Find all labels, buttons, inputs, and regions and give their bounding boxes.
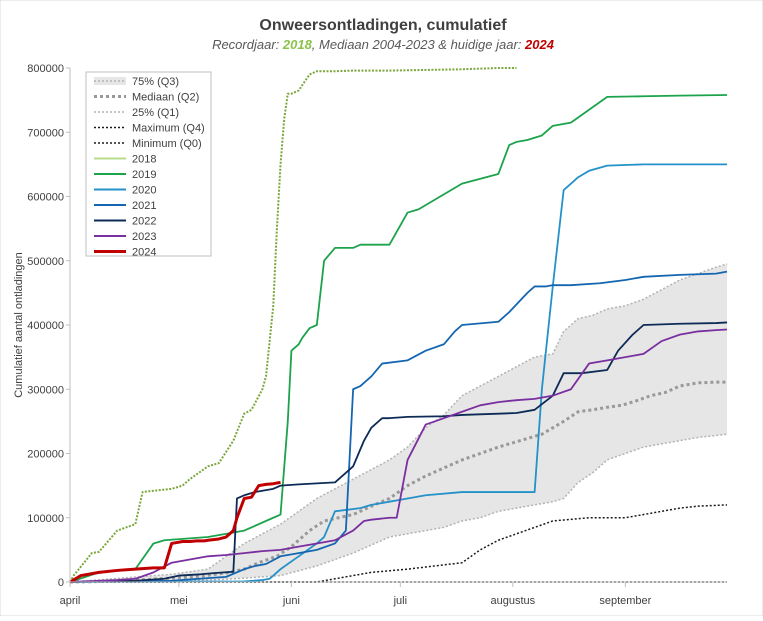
y-tick-label: 500000 — [27, 256, 64, 268]
legend-label: Mediaan (Q2) — [132, 92, 199, 104]
series-line-q1 — [69, 433, 728, 583]
legend-item-75-q3: 75% (Q3) — [94, 76, 179, 88]
series-line-mediaan-q2 — [69, 380, 727, 584]
y-tick-label: 100000 — [27, 513, 64, 525]
legend-label: 2021 — [132, 200, 156, 212]
y-tick-label: 300000 — [27, 384, 64, 396]
x-tick-label: juli — [393, 595, 407, 607]
legend-item-maximum-q4: Maximum (Q4) — [94, 123, 205, 135]
legend-label: 2020 — [132, 185, 156, 197]
chart-subtitle: Recordjaar: 2018, Mediaan 2004-2023 & hu… — [212, 37, 555, 52]
y-tick-label: 600000 — [27, 192, 64, 204]
y-tick-label: 200000 — [27, 449, 64, 461]
legend-item-2018: 2018 — [94, 154, 156, 166]
x-tick-label: mei — [170, 595, 188, 607]
legend-label: 2023 — [132, 231, 156, 243]
legend-label: 75% (Q3) — [132, 76, 179, 88]
x-tick-label: september — [599, 595, 651, 607]
y-tick-label: 0 — [58, 577, 64, 589]
legend-label: Minimum (Q0) — [132, 138, 202, 150]
legend-item-mediaan-q2: Mediaan (Q2) — [94, 92, 199, 104]
subtitle-part1: Recordjaar: — [212, 37, 283, 52]
legend-label: 2024 — [132, 247, 156, 259]
subtitle-part2: , Mediaan 2004-2023 & huidige jaar: — [312, 37, 525, 52]
series-line-2021 — [69, 270, 728, 583]
legend-item-2019: 2019 — [94, 169, 156, 181]
axes: 0 100000 200000 300000 400000 500000 600000 700… — [27, 63, 727, 607]
legend-label: 2019 — [132, 169, 156, 181]
series-line-2024 — [69, 480, 281, 584]
legend-label: 2018 — [132, 154, 156, 166]
legend-item-25-q1: 25% (Q1) — [94, 107, 179, 119]
series-line-maximum-q4 — [70, 504, 728, 583]
y-tick-label: 700000 — [27, 127, 64, 139]
x-tick-label: augustus — [491, 595, 536, 607]
x-tick-label: april — [60, 595, 81, 607]
legend-label: 2022 — [132, 216, 156, 228]
chart-title: Onweersontladingen, cumulatief — [259, 17, 507, 34]
band-fill — [70, 263, 727, 582]
series-line-2022 — [69, 321, 728, 583]
legend-item-2023: 2023 — [94, 231, 156, 243]
subtitle-current-year: 2024 — [524, 37, 555, 52]
series-line-2018 — [69, 67, 517, 583]
y-tick-label: 400000 — [27, 320, 64, 332]
y-axis-label: Cumulatief aantal ontladingen — [13, 252, 25, 398]
subtitle-record-year: 2018 — [282, 37, 313, 52]
quartile-band — [69, 263, 728, 583]
legend-label: 25% (Q1) — [132, 107, 179, 119]
series-line-2023 — [69, 328, 728, 583]
series-line-2019 — [69, 94, 728, 583]
y-tick-label: 800000 — [27, 63, 64, 75]
legend-label: Maximum (Q4) — [132, 123, 205, 135]
series-line-2020 — [69, 163, 727, 583]
x-tick-label: juni — [282, 595, 300, 607]
legend: 75% (Q3) Mediaan (Q2) 25% (Q1) Maximum (Q4)… — [85, 71, 212, 259]
legend-item-2020: 2020 — [94, 185, 156, 197]
legend-item-2024: 2024 — [94, 247, 156, 259]
legend-box — [85, 71, 212, 257]
legend-item-minimum-q0: Minimum (Q0) — [94, 138, 202, 150]
legend-item-2021: 2021 — [94, 200, 156, 212]
legend-item-2022: 2022 — [94, 216, 156, 228]
